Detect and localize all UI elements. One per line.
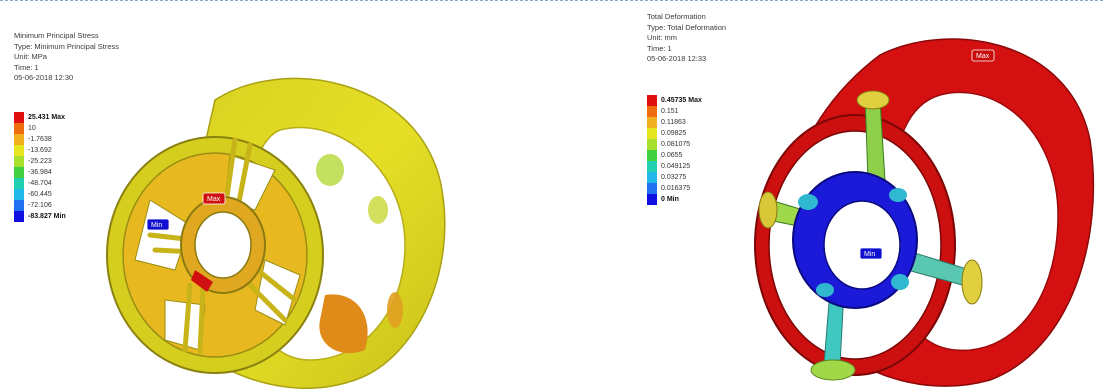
legend-label: 0.016375 — [661, 185, 691, 192]
legend-label: -1.7638 — [28, 136, 52, 143]
legend-swatch — [14, 200, 24, 211]
stress-header: Minimum Principal Stress Type: Minimum P… — [14, 31, 119, 84]
legend-label: -48.704 — [28, 180, 52, 187]
legend-label: 0.03275 — [661, 174, 687, 181]
legend-label: 0.45735 Max — [661, 97, 702, 104]
legend-label: 10 — [28, 125, 36, 132]
stress-patch-orange — [319, 294, 368, 354]
max-probe-label: Max — [976, 53, 990, 60]
legend-swatch — [647, 128, 657, 139]
spokes — [758, 90, 983, 381]
stress-date: 05-06-2018 12:30 — [14, 73, 74, 82]
legend-label: 0.151 — [661, 108, 679, 115]
legend-swatch — [14, 189, 24, 200]
bolt-boss — [891, 274, 909, 290]
legend-label: 0.0655 — [661, 152, 683, 159]
legend-label: 0.049125 — [661, 163, 691, 170]
stress-unit: Unit: MPa — [14, 52, 47, 61]
legend-swatch — [647, 95, 657, 106]
legend-label: 0.11863 — [661, 119, 686, 126]
legend-swatch — [647, 194, 657, 205]
legend-label: 0 Min — [661, 196, 679, 203]
deformation-title: Total Deformation — [647, 12, 706, 21]
deformation-type: Type: Total Deformation — [647, 22, 727, 32]
stress-time: Time: 1 — [14, 62, 39, 72]
stress-result-panel: Minimum Principal Stress Type: Minimum P… — [0, 0, 550, 390]
deformation-result-panel: Total Deformation Type: Total Deformatio… — [550, 0, 1103, 390]
min-probe-label: Min — [864, 251, 875, 258]
bolt-boss — [798, 194, 818, 210]
legend-label: -60.445 — [28, 191, 52, 198]
stress-patch-orange — [387, 292, 403, 328]
stress-patch — [316, 154, 344, 186]
legend-swatch — [647, 172, 657, 183]
legend-swatch — [14, 134, 24, 145]
deformation-date: 05-06-2018 12:33 — [647, 54, 707, 63]
legend-swatch — [14, 123, 24, 134]
stress-hotspot — [191, 270, 213, 292]
legend-label: -83.827 Min — [28, 213, 66, 220]
deformation-unit: Unit: mm — [647, 33, 677, 42]
legend-swatch — [647, 183, 657, 194]
legend-label: 25.431 Max — [28, 114, 65, 121]
legend-label: -25.223 — [28, 158, 52, 165]
hub-bore — [823, 200, 901, 290]
max-probe-label: Max — [207, 196, 221, 203]
min-probe[interactable]: Min — [146, 218, 170, 231]
legend-label: 0.09825 — [661, 130, 687, 137]
deformation-header: Total Deformation Type: Total Deformatio… — [647, 12, 726, 65]
stress-patch — [368, 196, 388, 224]
max-probe[interactable]: Max — [971, 49, 995, 62]
legend-swatch — [14, 156, 24, 167]
legend-swatch — [647, 117, 657, 128]
wheel-deformation-model[interactable]: Max Min — [740, 20, 1100, 390]
legend-label: -72.106 — [28, 202, 52, 209]
stress-type: Type: Minimum Principal Stress — [14, 41, 120, 51]
legend-label: -36.984 — [28, 169, 52, 176]
legend-swatch — [647, 150, 657, 161]
legend-swatch — [14, 112, 24, 123]
min-probe[interactable]: Min — [859, 247, 883, 260]
dashed-top-border — [0, 0, 1103, 1]
legend-swatch — [14, 211, 24, 222]
legend-swatch — [647, 161, 657, 172]
stress-title: Minimum Principal Stress — [14, 31, 99, 40]
bolt-boss — [889, 188, 907, 202]
legend-swatch — [647, 106, 657, 117]
legend-swatch — [647, 139, 657, 150]
deformation-time: Time: 1 — [647, 43, 672, 53]
bolt-boss — [816, 283, 834, 297]
legend-swatch — [14, 167, 24, 178]
wheel-stress-model[interactable]: Max Min — [95, 60, 455, 390]
hub-bore — [194, 211, 252, 279]
legend-label: 0.081075 — [661, 141, 691, 148]
min-probe-label: Min — [151, 222, 162, 229]
max-probe[interactable]: Max — [202, 192, 226, 205]
legend-swatch — [14, 178, 24, 189]
legend-label: -13.692 — [28, 147, 52, 154]
legend-swatch — [14, 145, 24, 156]
